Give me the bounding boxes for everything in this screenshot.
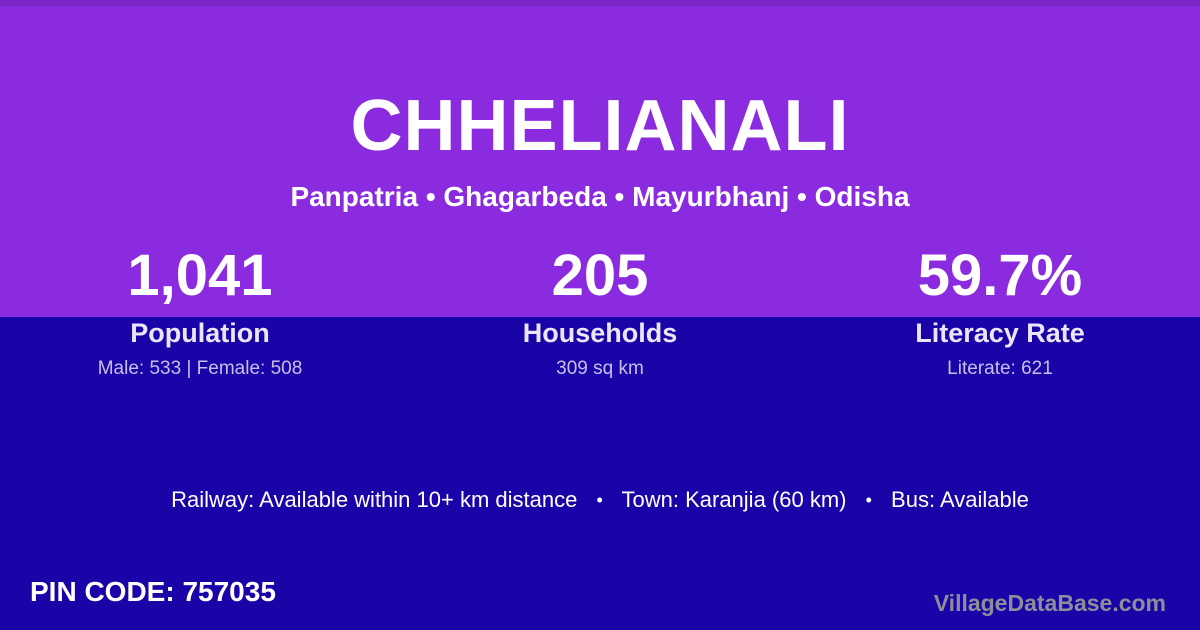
railway-info: Railway: Available within 10+ km distanc… bbox=[171, 487, 578, 512]
population-value: 1,041 bbox=[127, 243, 273, 308]
literate-count-detail: Literate: 621 bbox=[947, 358, 1053, 379]
population-label: Population bbox=[130, 318, 270, 348]
stats-row: 1,041 Population Male: 533 | Female: 508… bbox=[0, 247, 1200, 381]
pin-code: PIN CODE: 757035 bbox=[30, 576, 276, 607]
amenities-line: Railway: Available within 10+ km distanc… bbox=[0, 486, 1200, 514]
literacy-rate-label: Literacy Rate bbox=[915, 318, 1085, 348]
stat-literacy: 59.7% Literacy Rate Literate: 621 bbox=[800, 247, 1200, 381]
town-info: Town: Karanjia (60 km) bbox=[621, 487, 847, 512]
stat-households: 205 Households 309 sq km bbox=[400, 247, 800, 381]
site-watermark: VillageDataBase.com bbox=[933, 590, 1166, 616]
area-detail: 309 sq km bbox=[556, 358, 644, 379]
households-value: 205 bbox=[551, 243, 649, 308]
households-label: Households bbox=[522, 318, 678, 348]
location-breadcrumb: Panpatria • Ghagarbeda • Mayurbhanj • Od… bbox=[290, 181, 910, 212]
bullet-separator: • bbox=[596, 490, 603, 510]
literacy-rate-value: 59.7% bbox=[917, 243, 1083, 308]
population-gender-detail: Male: 533 | Female: 508 bbox=[97, 358, 303, 379]
bus-info: Bus: Available bbox=[891, 487, 1029, 512]
stat-population: 1,041 Population Male: 533 | Female: 508 bbox=[0, 247, 400, 381]
village-title: CHHELIANALI bbox=[350, 86, 850, 166]
purple-header-band bbox=[0, 0, 1200, 317]
bullet-separator: • bbox=[865, 490, 872, 510]
